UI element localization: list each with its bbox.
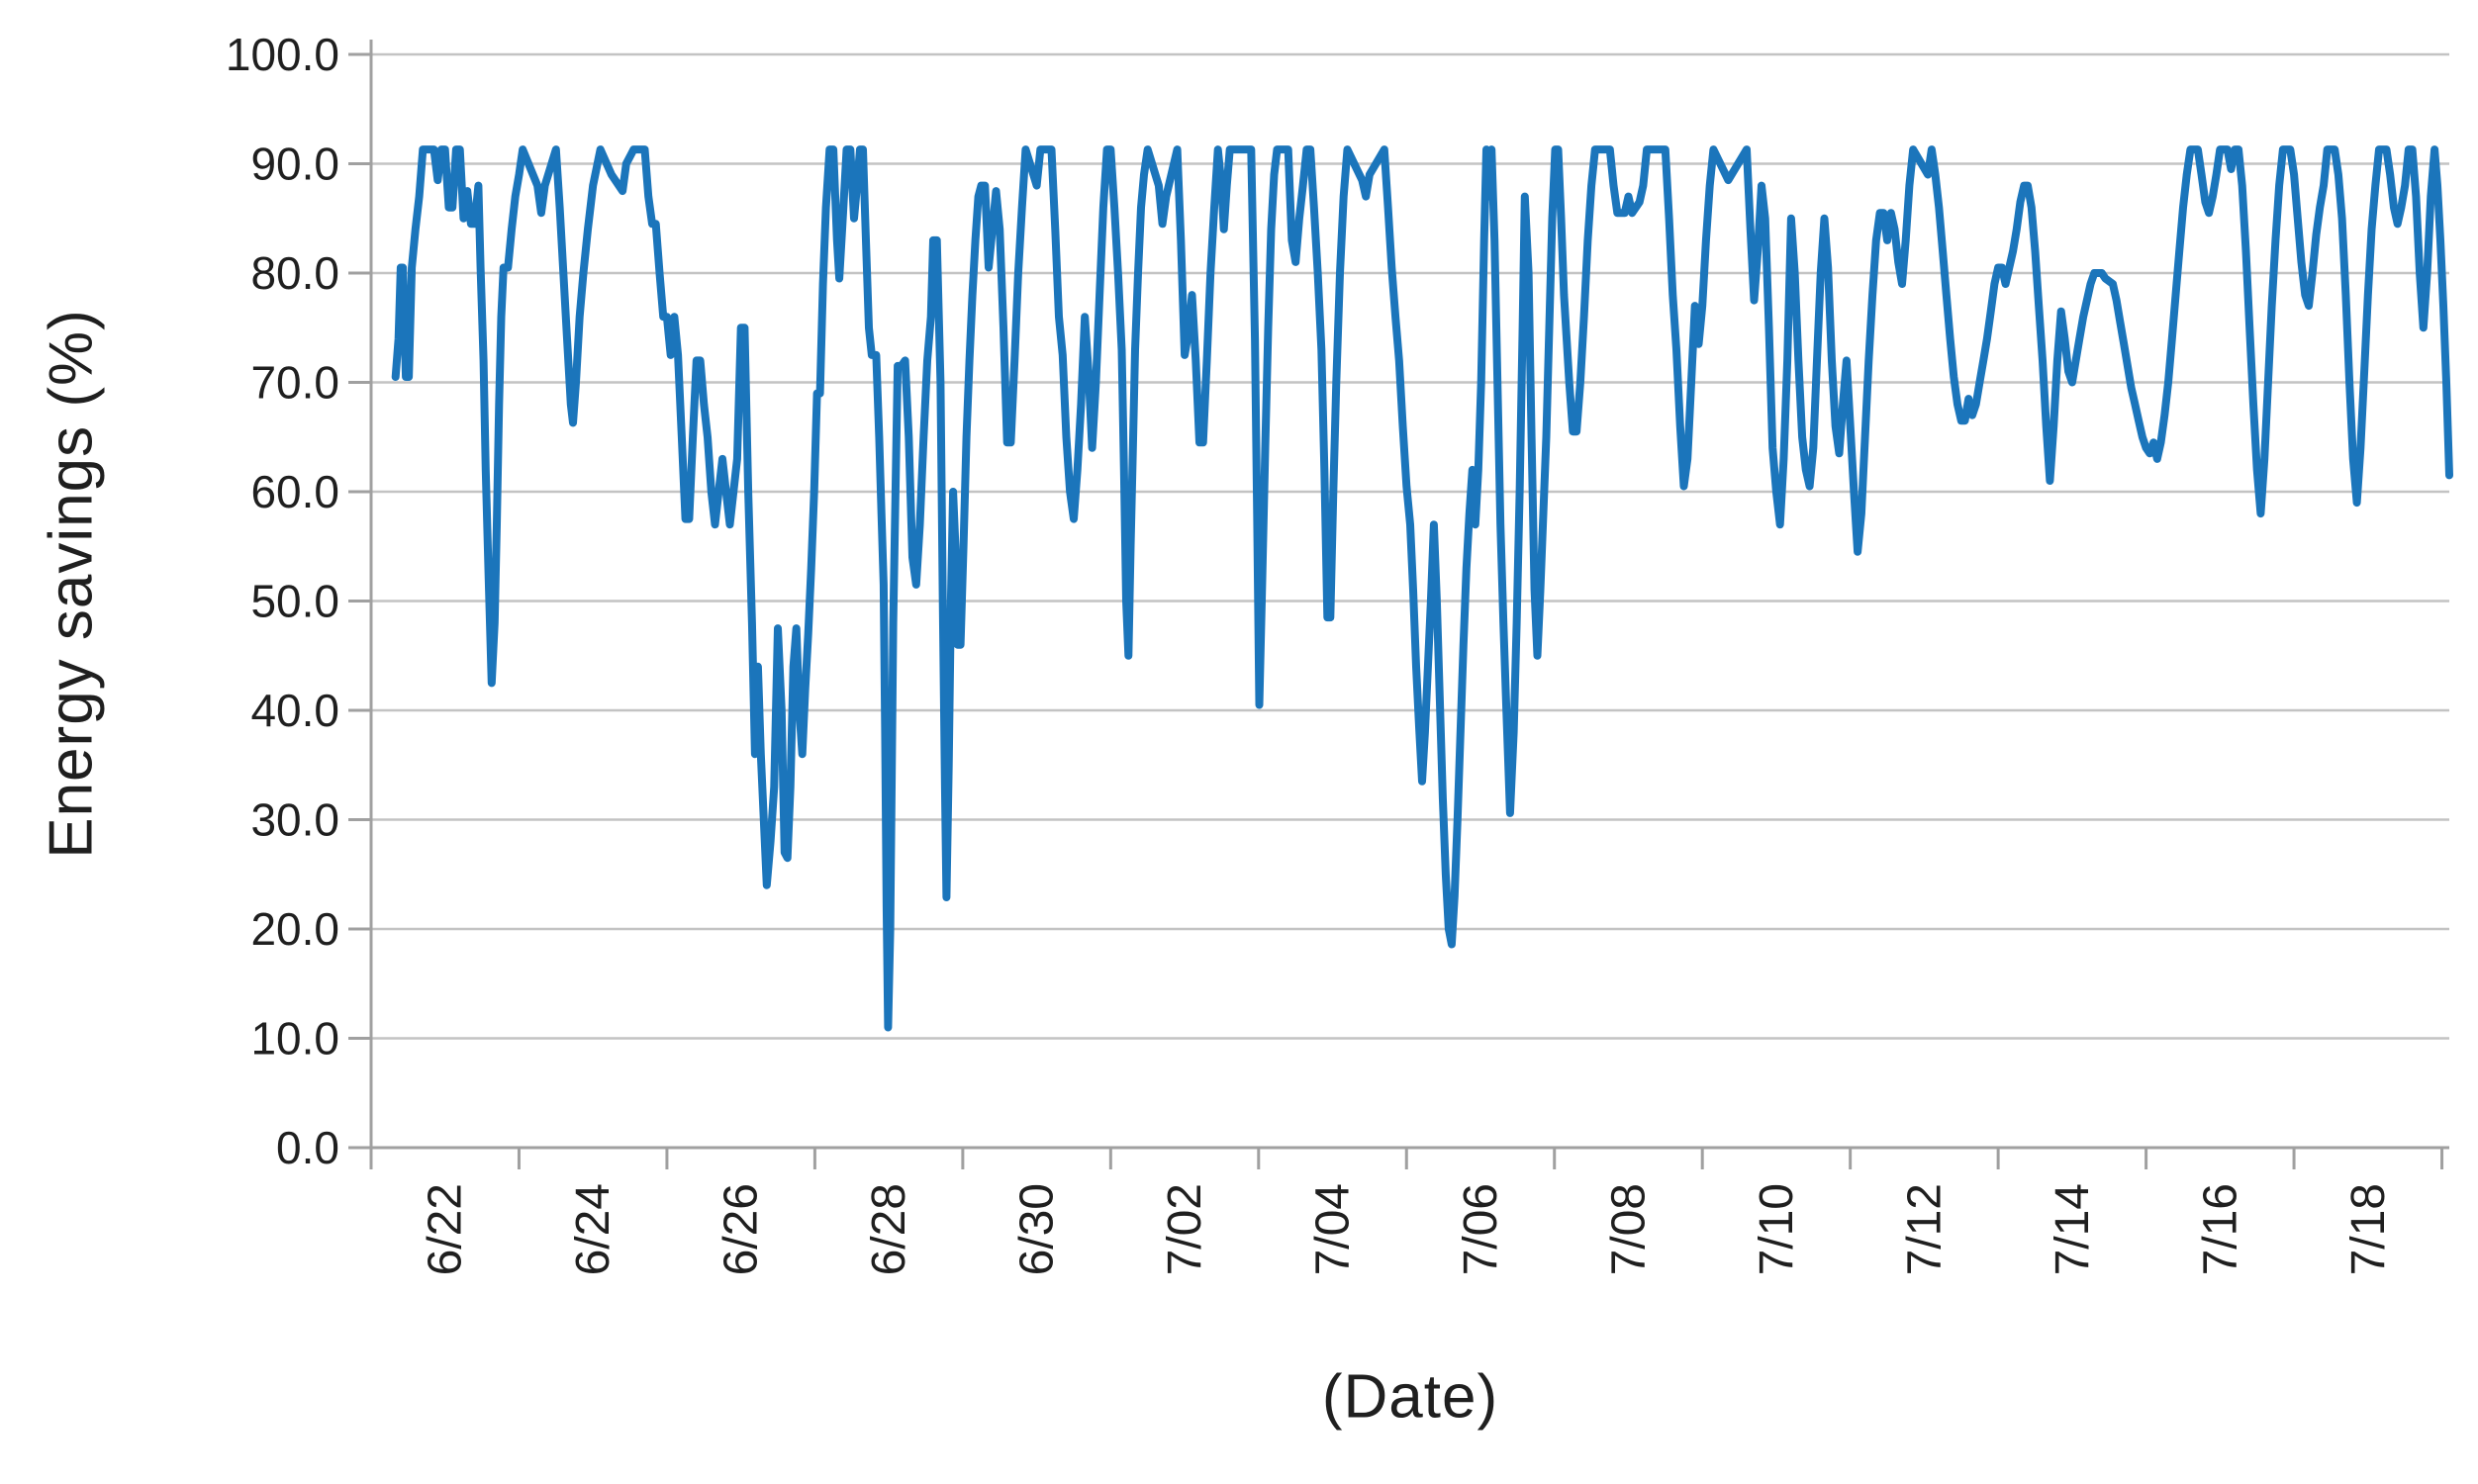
x-tick-label: 6/22 (420, 1183, 472, 1275)
x-tick-label: 7/06 (1455, 1183, 1507, 1275)
x-tick-label: 7/16 (2194, 1183, 2246, 1275)
x-tick-label: 7/04 (1307, 1183, 1360, 1275)
energy-savings-line (391, 145, 2453, 1032)
y-tick-label: 60.0 (250, 466, 339, 517)
x-tick-label: 6/30 (1011, 1183, 1064, 1275)
x-tick-label: 7/18 (2342, 1183, 2395, 1275)
x-tick-label: 7/12 (1898, 1183, 1951, 1275)
y-tick-label: 80.0 (250, 247, 339, 299)
x-tick-label: 7/14 (2047, 1183, 2099, 1275)
x-tick-label: 6/28 (863, 1183, 915, 1275)
x-tick-label: 6/26 (715, 1183, 768, 1275)
y-tick-label: 50.0 (250, 576, 339, 627)
x-tick-label: 7/10 (1751, 1183, 1803, 1275)
y-tick-label: 10.0 (250, 1013, 339, 1065)
x-axis-title: (Date) (1321, 1362, 1499, 1432)
y-tick-label: 70.0 (250, 357, 339, 409)
y-tick-label: 0.0 (276, 1122, 339, 1173)
x-tick-label: 7/02 (1159, 1183, 1211, 1275)
y-tick-label: 100.0 (226, 29, 339, 80)
y-tick-label: 20.0 (250, 903, 339, 955)
y-tick-label: 40.0 (250, 685, 339, 736)
x-tick-label: 7/08 (1602, 1183, 1655, 1275)
y-tick-label: 90.0 (250, 139, 339, 190)
y-tick-label: 30.0 (250, 794, 339, 846)
x-tick-label: 6/24 (567, 1183, 620, 1275)
